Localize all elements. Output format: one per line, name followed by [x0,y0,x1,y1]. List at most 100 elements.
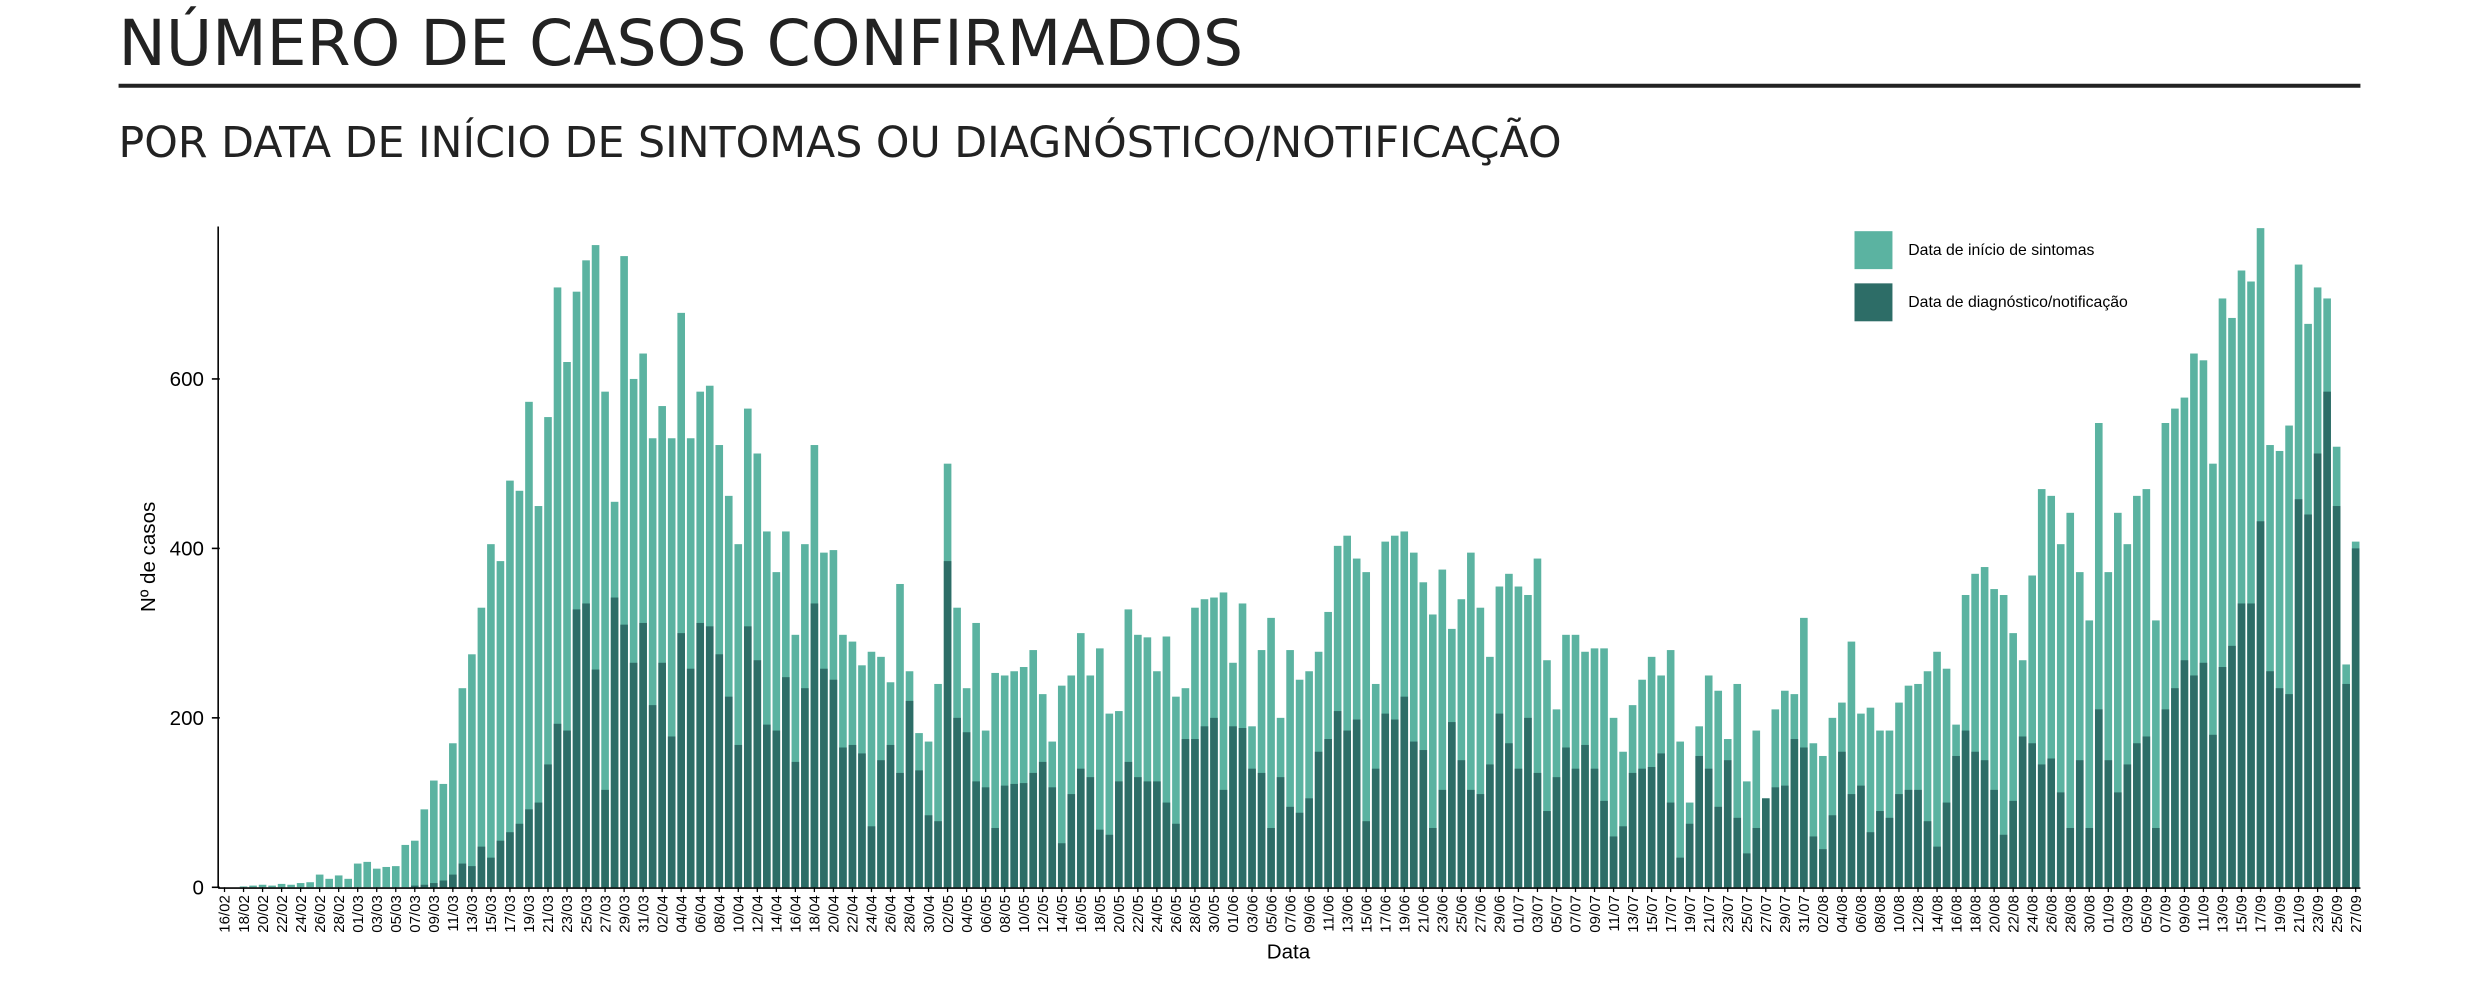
bar [1514,768,1523,888]
x-tick-label: 26/08 [2043,895,2060,933]
bar [1647,766,1656,888]
bar [1562,747,1570,888]
bar [1428,827,1437,888]
bar [1952,755,1960,888]
bar [943,561,952,888]
bar [268,885,276,888]
bar [439,783,448,888]
bar [2028,575,2036,888]
bar [344,878,353,888]
bar [2237,270,2246,888]
x-tick-label: 23/09 [2310,895,2327,933]
x-tick-label: 04/04 [673,895,690,933]
bar [496,840,505,888]
bar [1971,751,1979,888]
bar [915,770,923,888]
x-tick-label: 19/03 [521,895,538,933]
x-tick-label: 05/09 [2139,895,2156,933]
bar [353,863,362,888]
bar [763,531,771,888]
bar [1904,789,1913,888]
bar [239,886,248,888]
bar [582,603,590,888]
bar [934,821,942,888]
chart-title: NÚMERO DE CASOS CONFIRMADOS [119,5,1244,80]
bar [1638,768,1646,888]
bar [1038,761,1047,888]
bar [591,245,600,888]
bar [1828,815,1837,888]
bar [2123,544,2132,888]
bar [553,287,562,888]
bar [430,883,438,888]
x-tick-label: 01/06 [1225,895,1242,933]
bar [534,506,543,888]
bar [905,700,914,888]
x-tick-label: 28/04 [902,895,919,933]
bar [2142,736,2151,888]
bar [1857,785,1865,888]
bar [1866,832,1875,888]
bar [867,651,876,888]
x-tick-label: 21/06 [1416,895,1433,933]
bar [553,723,562,888]
x-tick-label: 20/04 [826,895,843,933]
x-tick-label: 29/07 [1777,895,1794,933]
bar [934,683,942,888]
bar [1923,671,1932,888]
x-tick-label: 23/07 [1720,895,1737,933]
bar [1105,713,1114,888]
x-tick-label: 22/05 [1130,895,1147,933]
bar [515,490,524,888]
x-tick-label: 24/05 [1149,895,1166,933]
bar [420,809,429,888]
x-tick-label: 05/07 [1549,895,1566,933]
bar [2256,521,2265,888]
bar [2266,445,2274,888]
x-tick-label: 19/09 [2272,895,2289,933]
bar [277,883,286,888]
bar [515,823,524,888]
bar [1191,739,1199,888]
bar [1752,730,1761,888]
bar [1267,827,1275,888]
bar [2104,760,2113,888]
bar [1581,744,1589,888]
bar [629,662,638,888]
bar [715,654,724,888]
x-tick-label: 22/02 [274,895,291,933]
bar [525,809,533,888]
bar [1723,760,1732,888]
x-tick-label: 18/08 [1967,895,1984,933]
x-tick-label: 04/08 [1834,895,1851,933]
bar [2275,688,2284,888]
x-tick-label: 09/07 [1587,895,1604,933]
bar [1619,826,1627,888]
bar [1695,755,1704,888]
x-tick-label: 02/08 [1815,895,1832,933]
bar [829,679,838,888]
bar [1390,535,1399,888]
bar [696,622,705,888]
bar [2066,512,2075,888]
bar [677,312,685,888]
bar [487,544,495,888]
bar [1533,772,1542,888]
bar [1761,798,1770,888]
bar [1933,846,1941,888]
bar [1904,685,1913,888]
bar [991,672,999,888]
bar [2114,512,2122,888]
bar [563,730,571,888]
bar [839,747,847,888]
bar [2094,423,2103,888]
bar [496,561,505,888]
bar [2323,391,2331,888]
bar [325,878,333,888]
bar [1942,802,1951,888]
bar [1800,747,1808,888]
x-tick-label: 22/04 [845,895,862,933]
bar [391,866,400,888]
bar [1999,834,2008,888]
bar [1381,713,1390,888]
